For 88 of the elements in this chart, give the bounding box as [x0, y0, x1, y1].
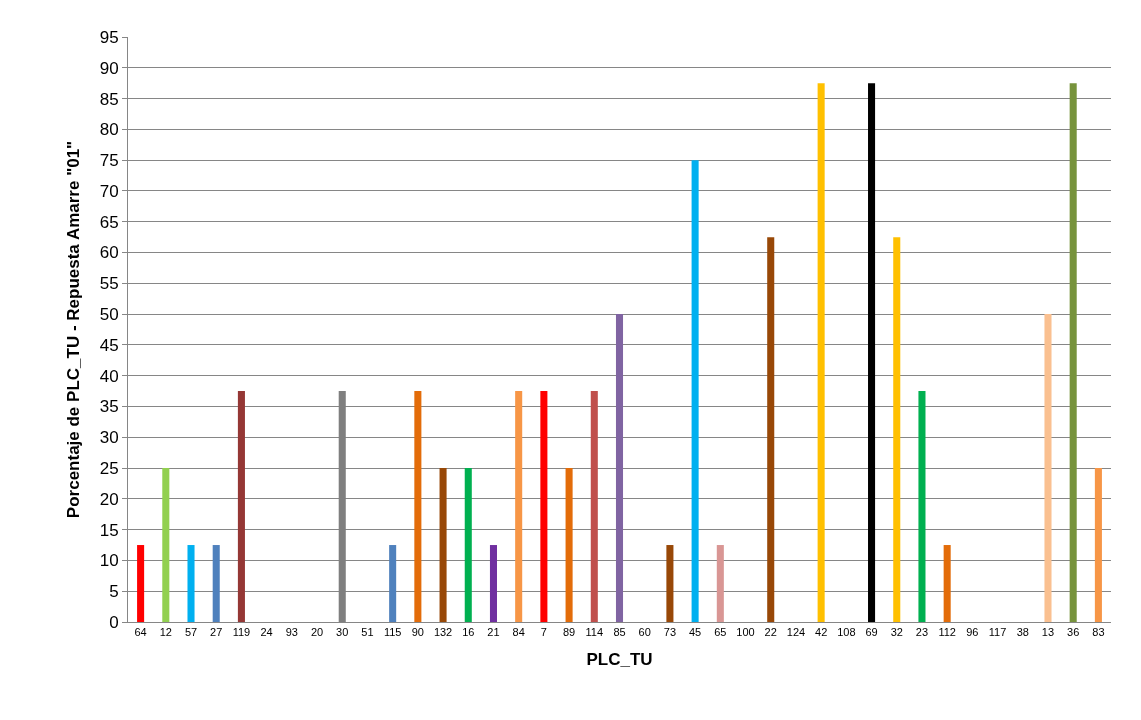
- x-tick-label: 83: [1092, 626, 1105, 639]
- y-tick-label: 15: [99, 520, 119, 540]
- x-tick-label: 42: [815, 626, 828, 639]
- x-tick-label: 16: [462, 626, 475, 639]
- bar: [162, 468, 170, 622]
- bar: [691, 160, 699, 622]
- bar: [237, 391, 245, 622]
- x-tick-label: 65: [714, 626, 727, 639]
- x-tick-label: 108: [837, 626, 856, 639]
- y-tick-label: 60: [99, 243, 119, 263]
- y-tick-label: 5: [109, 582, 119, 602]
- y-tick-label: 65: [99, 212, 119, 232]
- x-tick-label: 90: [411, 626, 424, 639]
- x-tick-label: 23: [915, 626, 929, 639]
- x-tick-label: 22: [764, 626, 777, 639]
- y-tick-label: 80: [99, 120, 119, 140]
- bar: [489, 545, 497, 622]
- bar: [540, 391, 548, 622]
- x-tick-label: 60: [638, 626, 651, 639]
- x-tick-label: 73: [663, 626, 677, 639]
- y-tick-label: 45: [99, 335, 119, 355]
- y-tick-label: 70: [99, 181, 119, 201]
- x-tick-label: 20: [310, 626, 324, 639]
- y-tick-label: 35: [99, 397, 119, 417]
- bar: [212, 545, 220, 622]
- y-tick-label: 90: [99, 58, 119, 78]
- x-tick-label: 100: [736, 626, 755, 639]
- x-tick-label: 57: [184, 626, 198, 639]
- bar: [439, 468, 447, 622]
- x-tick-label: 119: [232, 626, 251, 639]
- x-tick-label: 117: [988, 626, 1007, 639]
- x-tick-label: 51: [361, 626, 374, 639]
- x-tick-label: 124: [786, 626, 806, 639]
- x-tick-label: 64: [134, 626, 147, 639]
- y-axis-title: Porcentaje de PLC_TU - Repuesta Amarre "01": [64, 140, 84, 519]
- y-tick-label: 20: [99, 489, 119, 509]
- x-tick-label: 21: [487, 626, 500, 639]
- bar: [464, 468, 472, 622]
- bar: [1094, 468, 1102, 622]
- y-tick-label: 75: [99, 151, 119, 171]
- bar: [767, 237, 775, 622]
- bar: [1044, 314, 1052, 622]
- bar: [943, 545, 951, 622]
- x-tick-label: 85: [613, 626, 626, 639]
- bar: [716, 545, 724, 622]
- x-tick-label: 7: [540, 626, 547, 639]
- bar: [1069, 83, 1077, 622]
- y-tick-label: 10: [99, 551, 119, 571]
- bar: [918, 391, 926, 622]
- y-tick-label: 85: [99, 89, 119, 109]
- bar: [515, 391, 523, 622]
- bar: [187, 545, 195, 622]
- x-tick-label: 38: [1016, 626, 1029, 639]
- x-tick-label: 112: [938, 626, 956, 639]
- bar: [389, 545, 397, 622]
- y-tick-label: 25: [99, 459, 119, 478]
- bar: [565, 468, 573, 622]
- x-axis-title: PLC_TU: [586, 649, 653, 669]
- x-tick-label: 30: [336, 626, 349, 639]
- x-tick-label: 115: [383, 626, 402, 639]
- x-tick-label: 93: [285, 626, 298, 639]
- bar: [893, 237, 901, 622]
- x-tick-label: 89: [562, 626, 576, 639]
- x-tick-label: 24: [260, 626, 273, 639]
- bar: [615, 314, 624, 622]
- y-tick-label: 95: [99, 27, 119, 47]
- x-tick-label: 114: [585, 626, 604, 639]
- y-tick-label: 55: [99, 274, 119, 294]
- x-tick-label: 32: [890, 626, 903, 639]
- x-tick-label: 69: [865, 626, 878, 639]
- x-tick-label: 27: [210, 626, 223, 639]
- y-tick-label: 50: [99, 305, 119, 325]
- bar: [868, 83, 876, 622]
- bar: [590, 391, 598, 622]
- x-tick-label: 12: [159, 626, 172, 639]
- y-tick-label: 0: [109, 612, 119, 632]
- x-tick-label: 96: [966, 626, 979, 639]
- y-tick-label: 40: [99, 366, 119, 386]
- bar: [817, 83, 825, 622]
- x-tick-label: 45: [688, 626, 702, 639]
- y-tick-label: 30: [99, 428, 119, 448]
- x-tick-label: 132: [433, 626, 453, 639]
- x-tick-label: 13: [1041, 626, 1055, 639]
- bar: [414, 391, 422, 622]
- bar: [137, 545, 145, 622]
- x-tick-label: 84: [512, 626, 525, 639]
- bar: [666, 545, 674, 622]
- x-tick-label: 36: [1067, 626, 1080, 639]
